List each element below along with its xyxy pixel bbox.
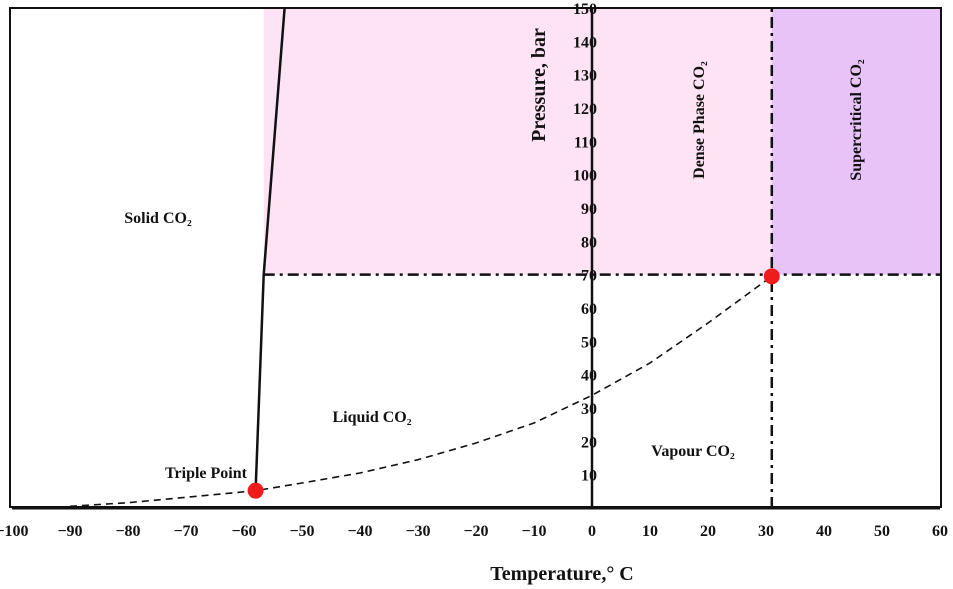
y-tick-label: 50 <box>581 334 597 351</box>
dense-phase-region-label: Dense Phase CO₂ <box>691 61 708 179</box>
y-tick-label: 60 <box>581 301 597 318</box>
triple-point-label: Triple Point <box>165 465 248 482</box>
data-point-1 <box>763 268 780 285</box>
tick-labels: −100−90−80−70−60−50−40−30−20−10010203040… <box>0 1 948 540</box>
shaded-region-1 <box>771 8 940 275</box>
x-tick-label: −50 <box>289 523 314 540</box>
data-point-0 <box>247 482 264 499</box>
series-line-1 <box>69 275 773 508</box>
x-tick-label: −100 <box>0 523 29 540</box>
y-tick-label: 130 <box>573 68 597 85</box>
y-axis-title: Pressure, bar <box>528 28 550 142</box>
shaded-region-0 <box>263 8 772 275</box>
liquid-region-label: Liquid CO₂ <box>332 409 411 426</box>
x-tick-label: 20 <box>700 523 716 540</box>
shaded-regions <box>263 8 940 275</box>
y-tick-label: 70 <box>581 268 597 285</box>
y-tick-label: 90 <box>581 201 597 218</box>
y-tick-label: 150 <box>573 1 597 18</box>
y-tick-label: 140 <box>573 34 597 51</box>
y-tick-label: 80 <box>581 234 597 251</box>
series-line-0 <box>254 7 286 491</box>
y-tick-label: 30 <box>581 401 597 418</box>
x-tick-label: −40 <box>347 523 372 540</box>
x-tick-label: 60 <box>932 523 948 540</box>
y-tick-label: 110 <box>574 134 597 151</box>
x-tick-label: −30 <box>405 523 430 540</box>
y-tick-label: 120 <box>573 101 597 118</box>
y-tick-label: 40 <box>581 368 597 385</box>
x-tick-label: −10 <box>521 523 546 540</box>
x-axis-title: Temperature,° C <box>490 563 634 585</box>
supercritical-region-label: Supercritical CO₂ <box>848 59 865 181</box>
x-tick-label: 50 <box>874 523 890 540</box>
x-tick-label: −90 <box>57 523 82 540</box>
y-tick-label: 10 <box>581 468 597 485</box>
x-tick-label: 40 <box>816 523 832 540</box>
x-tick-label: −20 <box>463 523 488 540</box>
chart-lines <box>12 7 940 510</box>
y-tick-label: 20 <box>581 434 597 451</box>
x-tick-label: 10 <box>642 523 658 540</box>
x-tick-label: −80 <box>115 523 140 540</box>
x-tick-label: −70 <box>173 523 198 540</box>
chart-points <box>247 268 780 499</box>
solid-region-label: Solid CO₂ <box>124 210 192 227</box>
vapour-region-label: Vapour CO₂ <box>651 443 735 460</box>
x-tick-label: 0 <box>588 523 596 540</box>
x-tick-label: 30 <box>758 523 774 540</box>
x-tick-label: −60 <box>231 523 256 540</box>
y-tick-label: 100 <box>573 168 597 185</box>
